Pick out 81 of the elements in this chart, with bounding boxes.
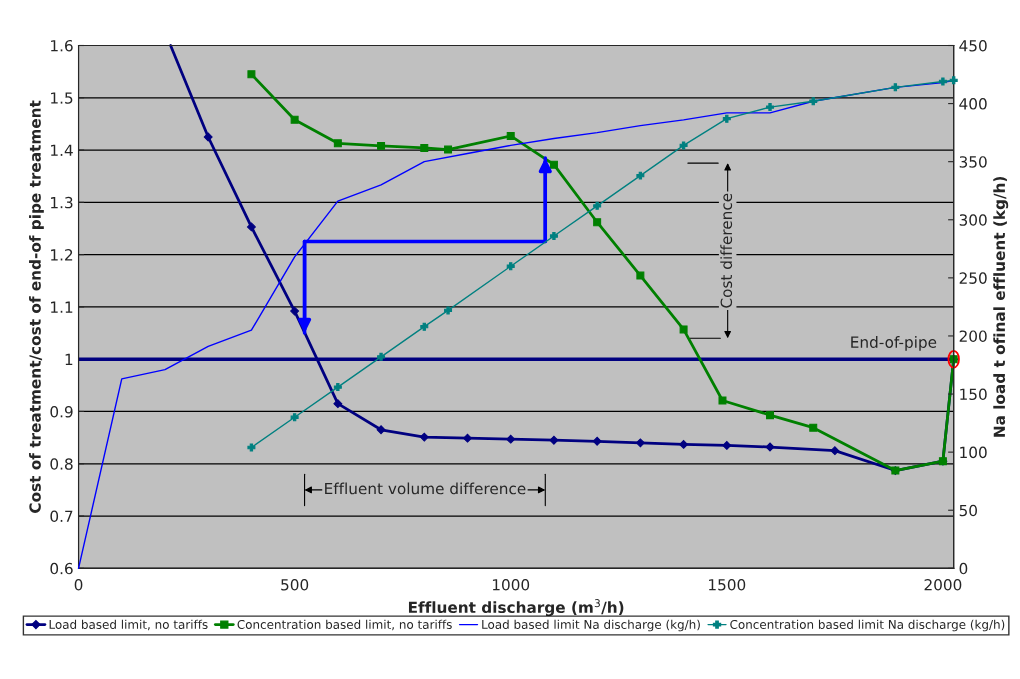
x-tick-label: 1000: [492, 579, 530, 591]
point: [506, 262, 515, 271]
point: [420, 322, 429, 331]
point: [290, 306, 300, 316]
point: [679, 325, 688, 334]
point: [766, 103, 775, 112]
y-tick-label: 0.6: [50, 562, 73, 575]
y-tick-label: 1.2: [51, 249, 73, 261]
point: [765, 442, 775, 452]
y2-tick-label: 50: [959, 504, 977, 517]
y-tick-label: 0.9: [50, 405, 73, 418]
point: [290, 115, 299, 124]
y-tick-label: 0.8: [50, 458, 73, 470]
x-axis-title: Effluent discharge (m$^{3}$/h): [408, 599, 624, 617]
point: [636, 271, 645, 280]
y-tick-label: 1.4: [51, 144, 73, 156]
y-tick-label: 1.6: [51, 39, 73, 52]
point: [376, 425, 386, 435]
point: [809, 423, 818, 432]
point: [593, 218, 602, 227]
point: [420, 143, 429, 152]
legend-label: Concentration based limit Na discharge (kg/h): [730, 619, 1005, 632]
legend-label: Load based limit Na discharge (kg/h): [482, 619, 700, 632]
y-tick-label: 1.3: [51, 196, 73, 209]
y2-tick-label: 200: [959, 330, 987, 342]
annotation: Cost difference: [720, 193, 733, 308]
point: [444, 145, 453, 154]
point: [377, 352, 386, 361]
point: [463, 433, 472, 443]
point: [636, 171, 645, 180]
point: [290, 413, 299, 422]
y2-tick-label: 100: [960, 446, 987, 459]
point: [722, 114, 731, 123]
annotation: Effluent volume difference: [325, 482, 526, 495]
point: [679, 141, 688, 150]
y2-tick-label: 300: [959, 214, 987, 226]
y-tick-label: 1.1: [51, 301, 73, 313]
point: [809, 97, 818, 106]
point: [377, 141, 386, 150]
point: [247, 443, 256, 452]
y2-tick-label: 0: [959, 562, 968, 575]
point: [506, 434, 516, 444]
x-tick-label: 1500: [709, 579, 746, 591]
point: [593, 201, 602, 210]
y2-tick-label: 450: [959, 39, 987, 52]
point: [203, 132, 213, 142]
x-tick-label: 500: [281, 579, 309, 591]
y-tick-label: 0.7: [50, 510, 73, 523]
point: [444, 306, 453, 315]
point: [722, 441, 732, 450]
point: [333, 399, 343, 409]
point: [549, 160, 558, 169]
point: [333, 383, 342, 392]
point: [506, 131, 515, 140]
legend-label: Concentration based limit, no tariffs: [237, 619, 452, 631]
y2-tick-label: 350: [959, 156, 987, 168]
x-tick-label: 2000: [924, 579, 962, 591]
point: [549, 435, 559, 445]
y-tick-label: 1.5: [51, 92, 73, 104]
y-tick-label: 1: [65, 353, 73, 365]
y2-axis-title: Na load t ofinal effluent (kg/h): [993, 176, 1009, 437]
point: [830, 446, 840, 456]
point: [549, 232, 558, 241]
legend-label: Load based limit, no tariffs: [49, 619, 208, 631]
point: [949, 76, 958, 85]
y2-tick-label: 250: [959, 272, 987, 284]
point: [419, 432, 429, 442]
y2-tick-label: 400: [959, 98, 987, 110]
ref-line-label: End-of-pipe: [851, 336, 937, 351]
point: [891, 83, 900, 92]
point: [679, 439, 689, 449]
y-axis-title: Cost of treatment/cost of end-of pipe treatment: [29, 100, 44, 513]
point: [247, 70, 256, 79]
point: [246, 222, 256, 232]
point: [635, 438, 645, 448]
point: [592, 436, 602, 446]
y2-tick-label: 150: [960, 388, 987, 401]
point: [333, 139, 342, 148]
point: [938, 77, 947, 86]
point: [766, 411, 775, 420]
x-tick-label: 0: [74, 579, 83, 591]
